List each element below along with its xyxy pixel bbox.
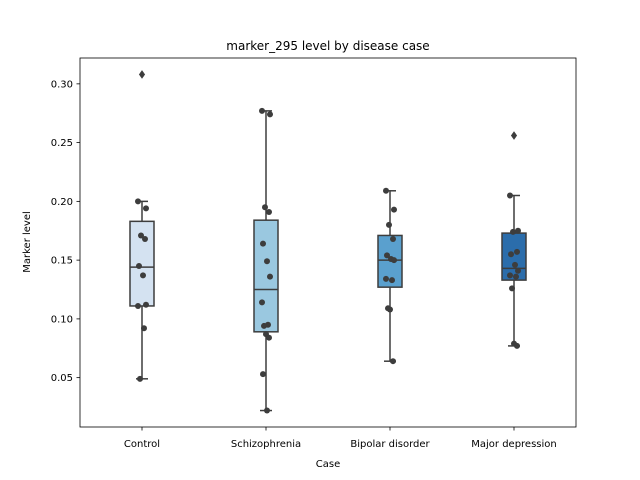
data-point (384, 252, 390, 259)
y-tick-label: 0.25 (51, 138, 73, 149)
y-tick-label: 0.15 (51, 256, 73, 267)
data-point (136, 263, 142, 270)
x-axis-label: Case (316, 459, 340, 470)
data-point (507, 272, 513, 279)
data-point (264, 258, 270, 265)
data-point (138, 232, 144, 239)
data-point (508, 251, 514, 258)
x-tick-label: Bipolar disorder (350, 439, 430, 450)
box-group (377, 190, 403, 362)
x-axis: Control Schizophrenia Bipolar disorder Majo… (124, 427, 557, 450)
data-point (259, 107, 265, 114)
y-tick-label: 0.05 (51, 373, 73, 384)
data-point (143, 301, 149, 308)
box-group (129, 70, 155, 380)
data-point (143, 205, 149, 212)
data-point (383, 187, 389, 194)
data-point (267, 273, 273, 280)
plot-area (129, 70, 527, 414)
chart-title: marker_295 level by disease case (226, 39, 429, 53)
box-group (501, 131, 527, 347)
data-point (510, 228, 516, 235)
plot-frame (79, 57, 577, 428)
data-point (259, 299, 265, 306)
data-point (507, 192, 513, 199)
data-point (386, 221, 392, 228)
y-tick-label: 0.30 (51, 79, 73, 90)
data-point (515, 267, 521, 274)
x-tick-label: Control (124, 439, 160, 450)
data-point (264, 407, 270, 414)
data-point (260, 240, 266, 247)
data-point (383, 275, 389, 282)
data-point (515, 227, 521, 234)
data-point (391, 257, 397, 264)
data-point (514, 248, 520, 255)
data-point (267, 111, 273, 118)
data-point (387, 306, 393, 313)
box (253, 219, 279, 333)
data-point (389, 277, 395, 284)
data-point (135, 198, 141, 205)
data-point (266, 208, 272, 215)
y-tick-label: 0.20 (51, 197, 73, 208)
y-axis-label: Marker level (22, 211, 33, 273)
data-point (260, 371, 266, 378)
y-tick-label: 0.10 (51, 314, 73, 325)
y-axis: 0.05 0.10 0.15 0.20 0.25 0.30 (51, 79, 80, 384)
box (501, 232, 527, 281)
data-point (135, 302, 141, 309)
data-point (391, 206, 397, 213)
data-point (142, 235, 148, 242)
outlier-marker (510, 131, 518, 140)
x-tick-label: Major depression (471, 439, 557, 450)
data-point (266, 334, 272, 341)
outlier-marker (138, 70, 146, 79)
data-point (140, 272, 146, 279)
x-tick-label: Schizophrenia (231, 439, 301, 450)
data-point (512, 261, 518, 268)
data-point (262, 204, 268, 211)
data-point (141, 325, 147, 332)
data-point (137, 375, 143, 382)
data-point (513, 273, 519, 280)
data-point (390, 235, 396, 242)
data-point (390, 358, 396, 365)
data-point (261, 322, 267, 329)
data-point (514, 342, 520, 349)
data-point (509, 285, 515, 292)
